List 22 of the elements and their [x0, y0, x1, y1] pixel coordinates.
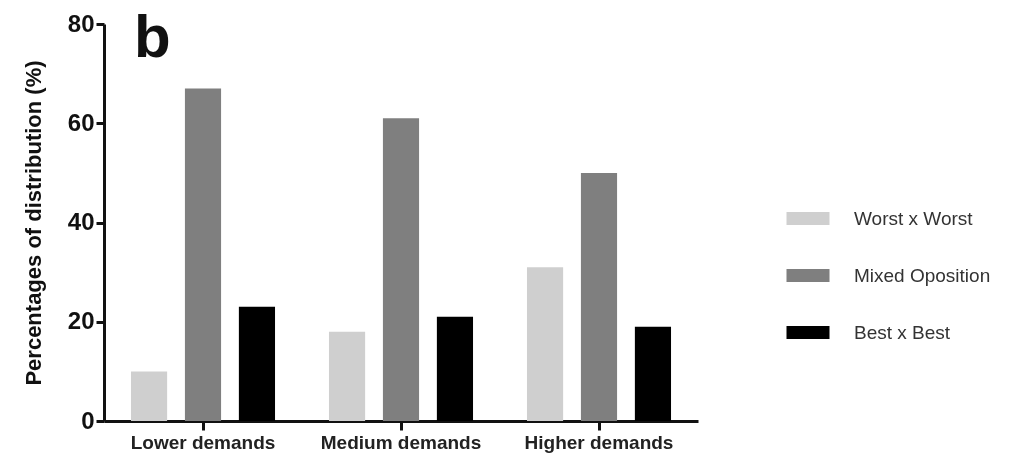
bar: [526, 267, 564, 421]
bar: [130, 371, 168, 421]
y-tick-label: 60: [67, 108, 95, 136]
bar: [238, 306, 276, 421]
bar: [436, 316, 474, 421]
chart-title: b: [134, 3, 171, 70]
y-axis-title: Percentages of distribution (%): [20, 60, 46, 386]
y-tick-label: 20: [67, 307, 95, 335]
bar: [382, 118, 420, 421]
legend-label: Mixed Oposition: [854, 264, 991, 286]
x-tick-label: Higher demands: [524, 431, 674, 453]
y-tick-label: 0: [81, 406, 95, 434]
bar: [184, 88, 222, 421]
legend-label: Best x Best: [854, 321, 951, 343]
y-tick-label: 40: [67, 208, 95, 235]
bar: [328, 331, 366, 421]
bar: [580, 172, 618, 421]
legend-label: Worst x Worst: [854, 207, 974, 229]
bar: [634, 326, 672, 421]
y-tick-label: 80: [67, 9, 95, 37]
x-tick-label: Medium demands: [320, 431, 482, 453]
x-tick-label: Lower demands: [130, 431, 276, 453]
